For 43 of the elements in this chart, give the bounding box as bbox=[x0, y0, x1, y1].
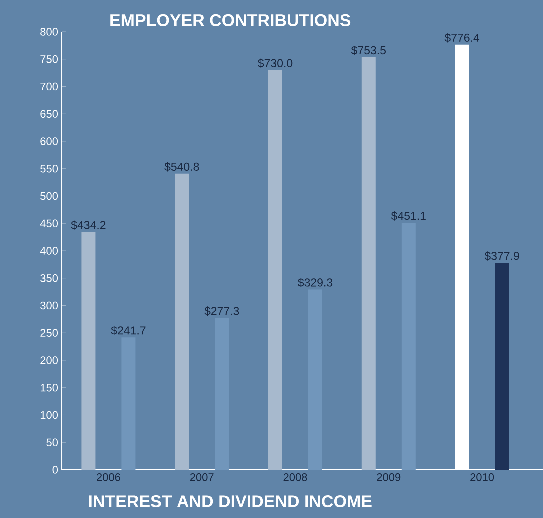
data-label: $753.5 bbox=[351, 46, 386, 56]
data-label: $451.1 bbox=[391, 212, 426, 221]
y-tick-label: 450 bbox=[40, 220, 58, 228]
data-label: $776.4 bbox=[444, 33, 480, 43]
y-tick-label: 0 bbox=[52, 466, 58, 474]
y-tick-label: 200 bbox=[40, 356, 58, 364]
data-label: $434.2 bbox=[71, 220, 106, 230]
x-tick-label: 2009 bbox=[377, 474, 401, 482]
y-tick-label: 50 bbox=[46, 438, 58, 447]
y-tick-label: 400 bbox=[40, 247, 58, 255]
y-tick-label: 250 bbox=[40, 329, 58, 338]
y-tick-label: 700 bbox=[40, 82, 58, 91]
data-label: $329.3 bbox=[298, 278, 333, 288]
x-axis-title: INTEREST AND DIVIDEND INCOME bbox=[89, 496, 372, 508]
y-tick-label: 500 bbox=[40, 192, 58, 200]
bar bbox=[215, 318, 230, 470]
chart-title: EMPLOYER CONTRIBUTIONS bbox=[110, 14, 351, 26]
x-tick-label: 2008 bbox=[284, 474, 308, 482]
data-label: $277.3 bbox=[204, 306, 240, 316]
bar bbox=[175, 174, 190, 470]
y-tick-label: 550 bbox=[40, 164, 58, 173]
data-label: $540.8 bbox=[164, 162, 200, 172]
x-tick-label: 2006 bbox=[97, 474, 120, 482]
bar bbox=[402, 223, 416, 470]
y-tick-label: 800 bbox=[40, 28, 58, 36]
bar bbox=[308, 290, 322, 470]
data-label: $730.0 bbox=[258, 58, 293, 68]
data-label: $241.7 bbox=[111, 326, 146, 336]
bar bbox=[122, 338, 136, 470]
y-tick-label: 600 bbox=[40, 138, 58, 146]
y-tick-label: 350 bbox=[40, 274, 58, 282]
bar bbox=[82, 232, 96, 470]
y-tick-label: 150 bbox=[40, 384, 58, 392]
y-tick-label: 750 bbox=[40, 55, 58, 64]
x-tick-label: 2007 bbox=[190, 474, 214, 482]
bar bbox=[268, 70, 282, 470]
y-tick-label: 100 bbox=[40, 411, 58, 420]
x-tick-label: 2010 bbox=[470, 474, 494, 482]
y-tick-label: 650 bbox=[40, 110, 58, 118]
bar bbox=[362, 57, 376, 470]
bar bbox=[495, 263, 510, 470]
data-label: $377.9 bbox=[484, 252, 520, 261]
y-tick-label: 300 bbox=[40, 302, 58, 310]
